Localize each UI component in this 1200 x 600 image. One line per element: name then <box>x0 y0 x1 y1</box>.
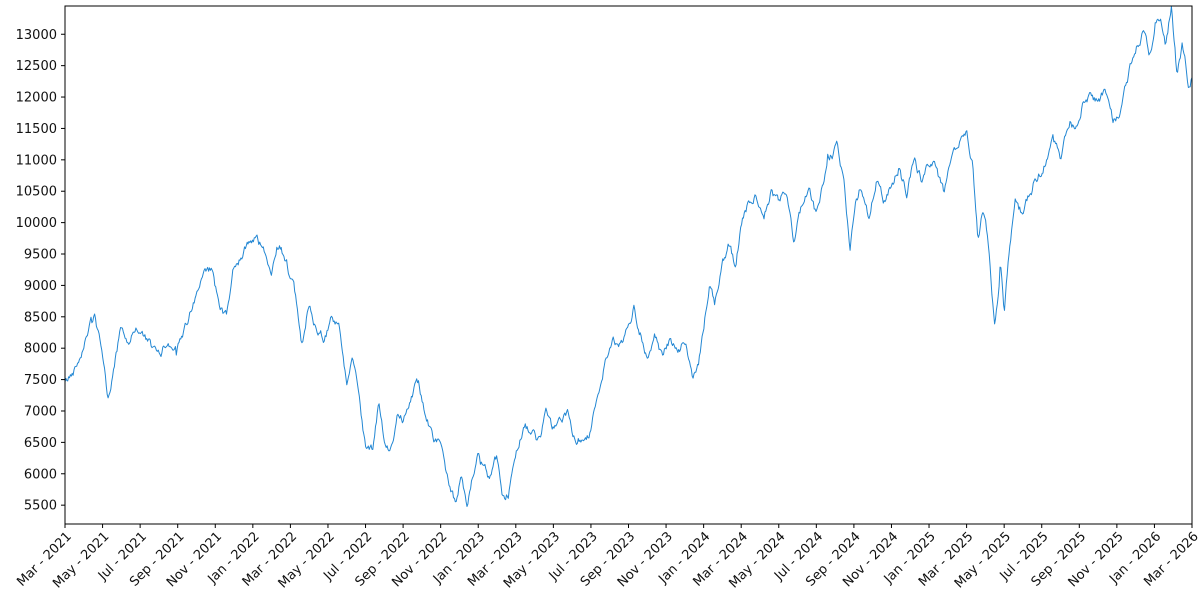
y-tick-label: 13000 <box>16 28 57 43</box>
y-tick-label: 8500 <box>24 310 57 325</box>
y-axis: 5500 6000 6500 7000 7500 8000 8500 9000 9500 1000… <box>16 28 65 514</box>
y-tick-label: 10000 <box>16 216 57 231</box>
y-tick-label: 6500 <box>24 436 57 451</box>
y-tick-label: 10500 <box>16 185 57 200</box>
price-line <box>65 6 1192 507</box>
y-tick-label: 5500 <box>24 499 57 514</box>
y-tick-label: 12500 <box>16 59 57 74</box>
y-tick-label: 11000 <box>16 153 57 168</box>
y-tick-label: 11500 <box>16 122 57 137</box>
y-tick-label: 12000 <box>16 91 57 106</box>
y-tick-label: 9000 <box>24 279 57 294</box>
plot-area-border <box>64 5 1193 525</box>
y-tick-label: 9500 <box>24 248 57 263</box>
y-tick-label: 7000 <box>24 404 57 419</box>
y-tick-label: 8000 <box>24 342 57 357</box>
y-tick-label: 6000 <box>24 467 57 482</box>
y-tick-label: 7500 <box>24 373 57 388</box>
